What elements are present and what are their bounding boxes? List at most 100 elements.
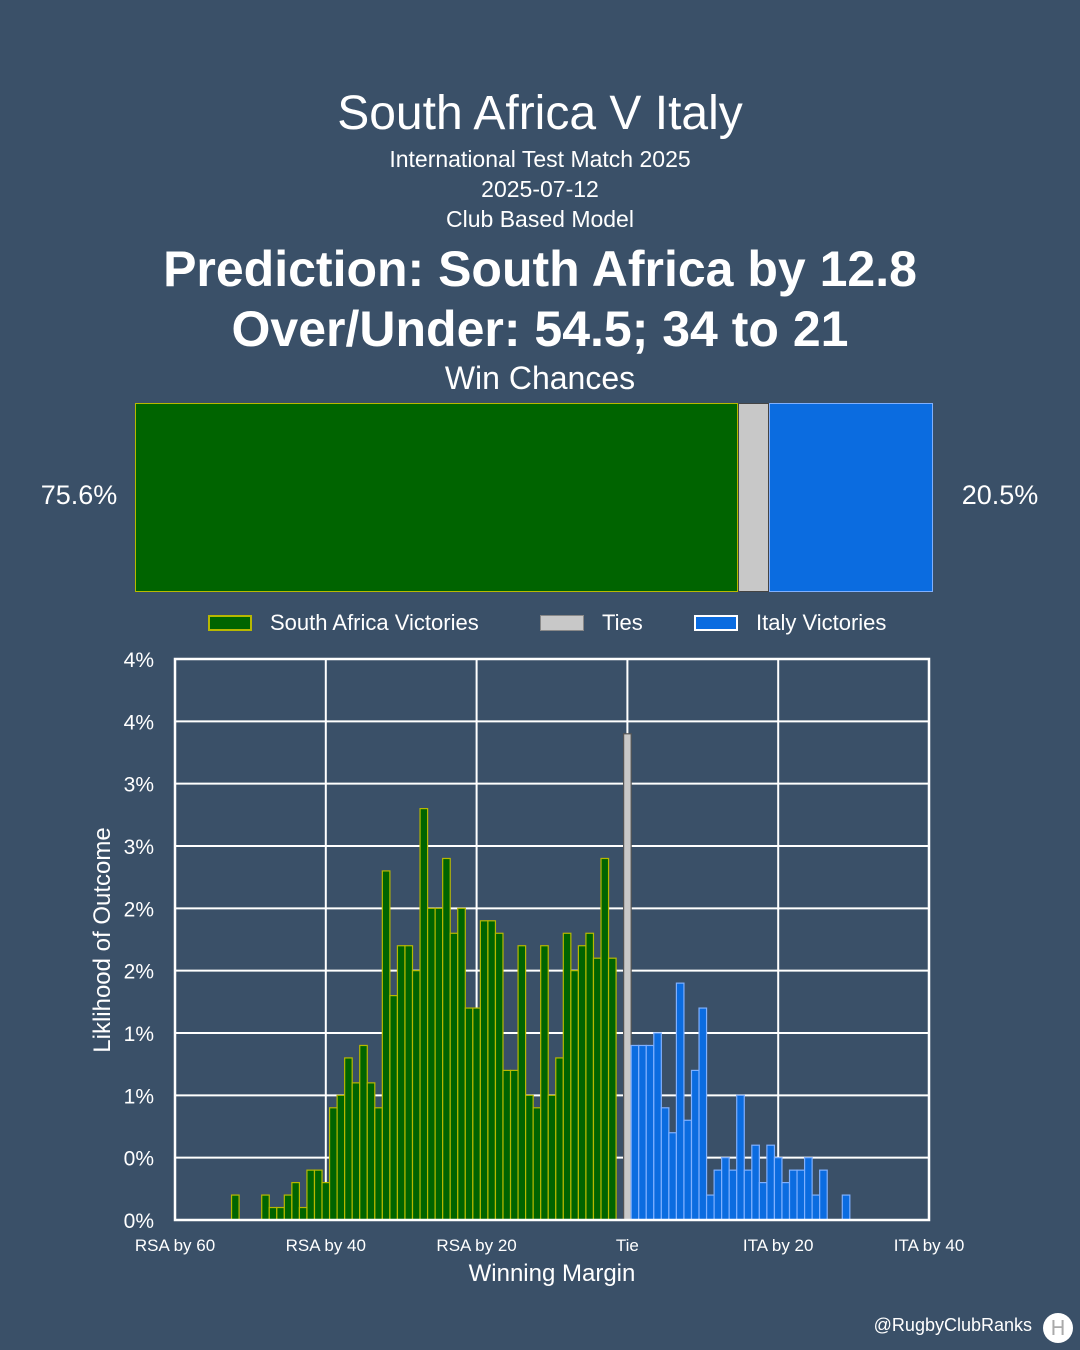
legend-swatch-tie: [540, 615, 584, 631]
bar-away: [743, 1169, 753, 1221]
legend-item-home: South Africa Victories: [208, 610, 479, 636]
bar-home: [344, 1057, 353, 1221]
bar-away: [683, 1119, 693, 1221]
bar-away: [766, 1144, 776, 1221]
match-date: 2025-07-12: [481, 176, 599, 202]
bar-home: [607, 957, 617, 1221]
bar-home: [434, 907, 444, 1221]
bar-away: [803, 1157, 813, 1221]
bar-away: [758, 1181, 768, 1221]
bar-home: [351, 1082, 361, 1221]
bar-away: [705, 1194, 715, 1221]
bar-home: [577, 945, 587, 1221]
x-tick-label: RSA by 20: [436, 1236, 516, 1255]
bar-home: [328, 1107, 338, 1221]
bar-home: [389, 994, 399, 1221]
bar-home: [419, 807, 429, 1221]
bar-away: [728, 1169, 738, 1221]
bar-home: [313, 1169, 323, 1221]
bar-away: [773, 1157, 783, 1221]
bar-home: [540, 945, 549, 1221]
bar-home: [592, 957, 602, 1221]
away-win-pct: 20.5%: [961, 480, 1039, 510]
over-under-text: Over/Under: 54.5; 34 to 21: [231, 301, 849, 357]
x-tick-label: RSA by 60: [135, 1236, 215, 1255]
bar-home: [585, 932, 595, 1221]
bar-home: [464, 1007, 474, 1221]
bar-home: [396, 945, 406, 1221]
bar-home: [381, 870, 391, 1221]
bar-home: [230, 1194, 240, 1221]
legend-swatch-away: [694, 615, 738, 631]
bar-away: [630, 1044, 640, 1221]
home-win-pct: 75.6%: [40, 480, 118, 510]
y-tick-label: 2%: [124, 898, 154, 921]
chart-legend: South Africa Victories Ties Italy Victor…: [0, 610, 1080, 642]
bar-home: [600, 857, 610, 1221]
x-axis-label: Winning Margin: [469, 1260, 636, 1287]
y-tick-label: 4%: [124, 649, 154, 672]
bar-home: [555, 1057, 564, 1221]
bar-home: [291, 1181, 301, 1221]
bar-home: [404, 945, 414, 1221]
bar-away: [668, 1132, 678, 1221]
bar-home: [487, 920, 497, 1221]
bar-away: [841, 1194, 851, 1221]
bar-home: [502, 1069, 512, 1221]
bar-home: [268, 1206, 278, 1221]
bar-away: [660, 1107, 670, 1221]
bar-away: [819, 1169, 828, 1221]
bar-home: [276, 1206, 285, 1221]
win-bar-away-segment: [769, 403, 933, 592]
bar-away: [796, 1169, 806, 1221]
legend-item-tie: Ties: [540, 610, 643, 636]
bar-home: [449, 932, 459, 1221]
bar-away: [781, 1181, 791, 1221]
bar-home: [517, 945, 527, 1221]
plot-frame: [173, 657, 931, 1222]
win-bar-tie-segment: [738, 403, 769, 592]
bar-away: [653, 1032, 662, 1221]
rugby-posts-icon: H: [1043, 1313, 1073, 1343]
y-tick-label: 3%: [124, 836, 154, 859]
bar-home: [306, 1169, 316, 1221]
y-tick-label: 3%: [124, 774, 154, 797]
bar-home: [321, 1181, 331, 1221]
bar-away: [713, 1169, 723, 1221]
bar-home: [562, 932, 572, 1221]
bar-away: [811, 1194, 821, 1221]
x-tick-label: Tie: [616, 1236, 639, 1255]
bar-away: [638, 1044, 647, 1221]
bar-home: [547, 1094, 557, 1221]
y-tick-label: 2%: [124, 961, 154, 984]
bar-home: [261, 1194, 270, 1221]
y-tick-label: 1%: [124, 1023, 154, 1046]
legend-label-away: Italy Victories: [756, 610, 887, 635]
bar-home: [494, 932, 504, 1221]
bar-home: [411, 970, 421, 1221]
bar-home: [359, 1044, 368, 1221]
bar-away: [698, 1007, 708, 1221]
bar-home: [336, 1094, 346, 1221]
bar-home: [366, 1082, 376, 1221]
model-label: Club Based Model: [446, 206, 634, 232]
y-tick-label: 0%: [124, 1148, 154, 1171]
bar-home: [472, 1007, 481, 1221]
prediction-text: Prediction: South Africa by 12.8: [163, 241, 917, 297]
y-tick-label: 0%: [124, 1210, 154, 1233]
y-axis-label: Liklihood of Outcome: [89, 827, 116, 1052]
bar-away: [788, 1169, 798, 1221]
bar-home: [509, 1069, 519, 1221]
bar-home: [442, 857, 451, 1221]
chart-title: South Africa V Italy: [337, 87, 743, 140]
x-tick-label: ITA by 40: [894, 1236, 965, 1255]
bar-home: [525, 1094, 534, 1221]
x-tick-label: RSA by 40: [286, 1236, 366, 1255]
win-chances-label: Win Chances: [444, 360, 636, 396]
bar-away: [690, 1069, 700, 1221]
legend-label-tie: Ties: [602, 610, 643, 635]
legend-item-away: Italy Victories: [694, 610, 886, 636]
bar-away: [721, 1157, 730, 1221]
margin-histogram: 0% 0% 1% 1% 2% 2% 3% 3% 4% 4% RSA by 60 RSA by 40 RS…: [89, 649, 965, 1287]
competition-label: International Test Match 2025: [389, 146, 691, 172]
